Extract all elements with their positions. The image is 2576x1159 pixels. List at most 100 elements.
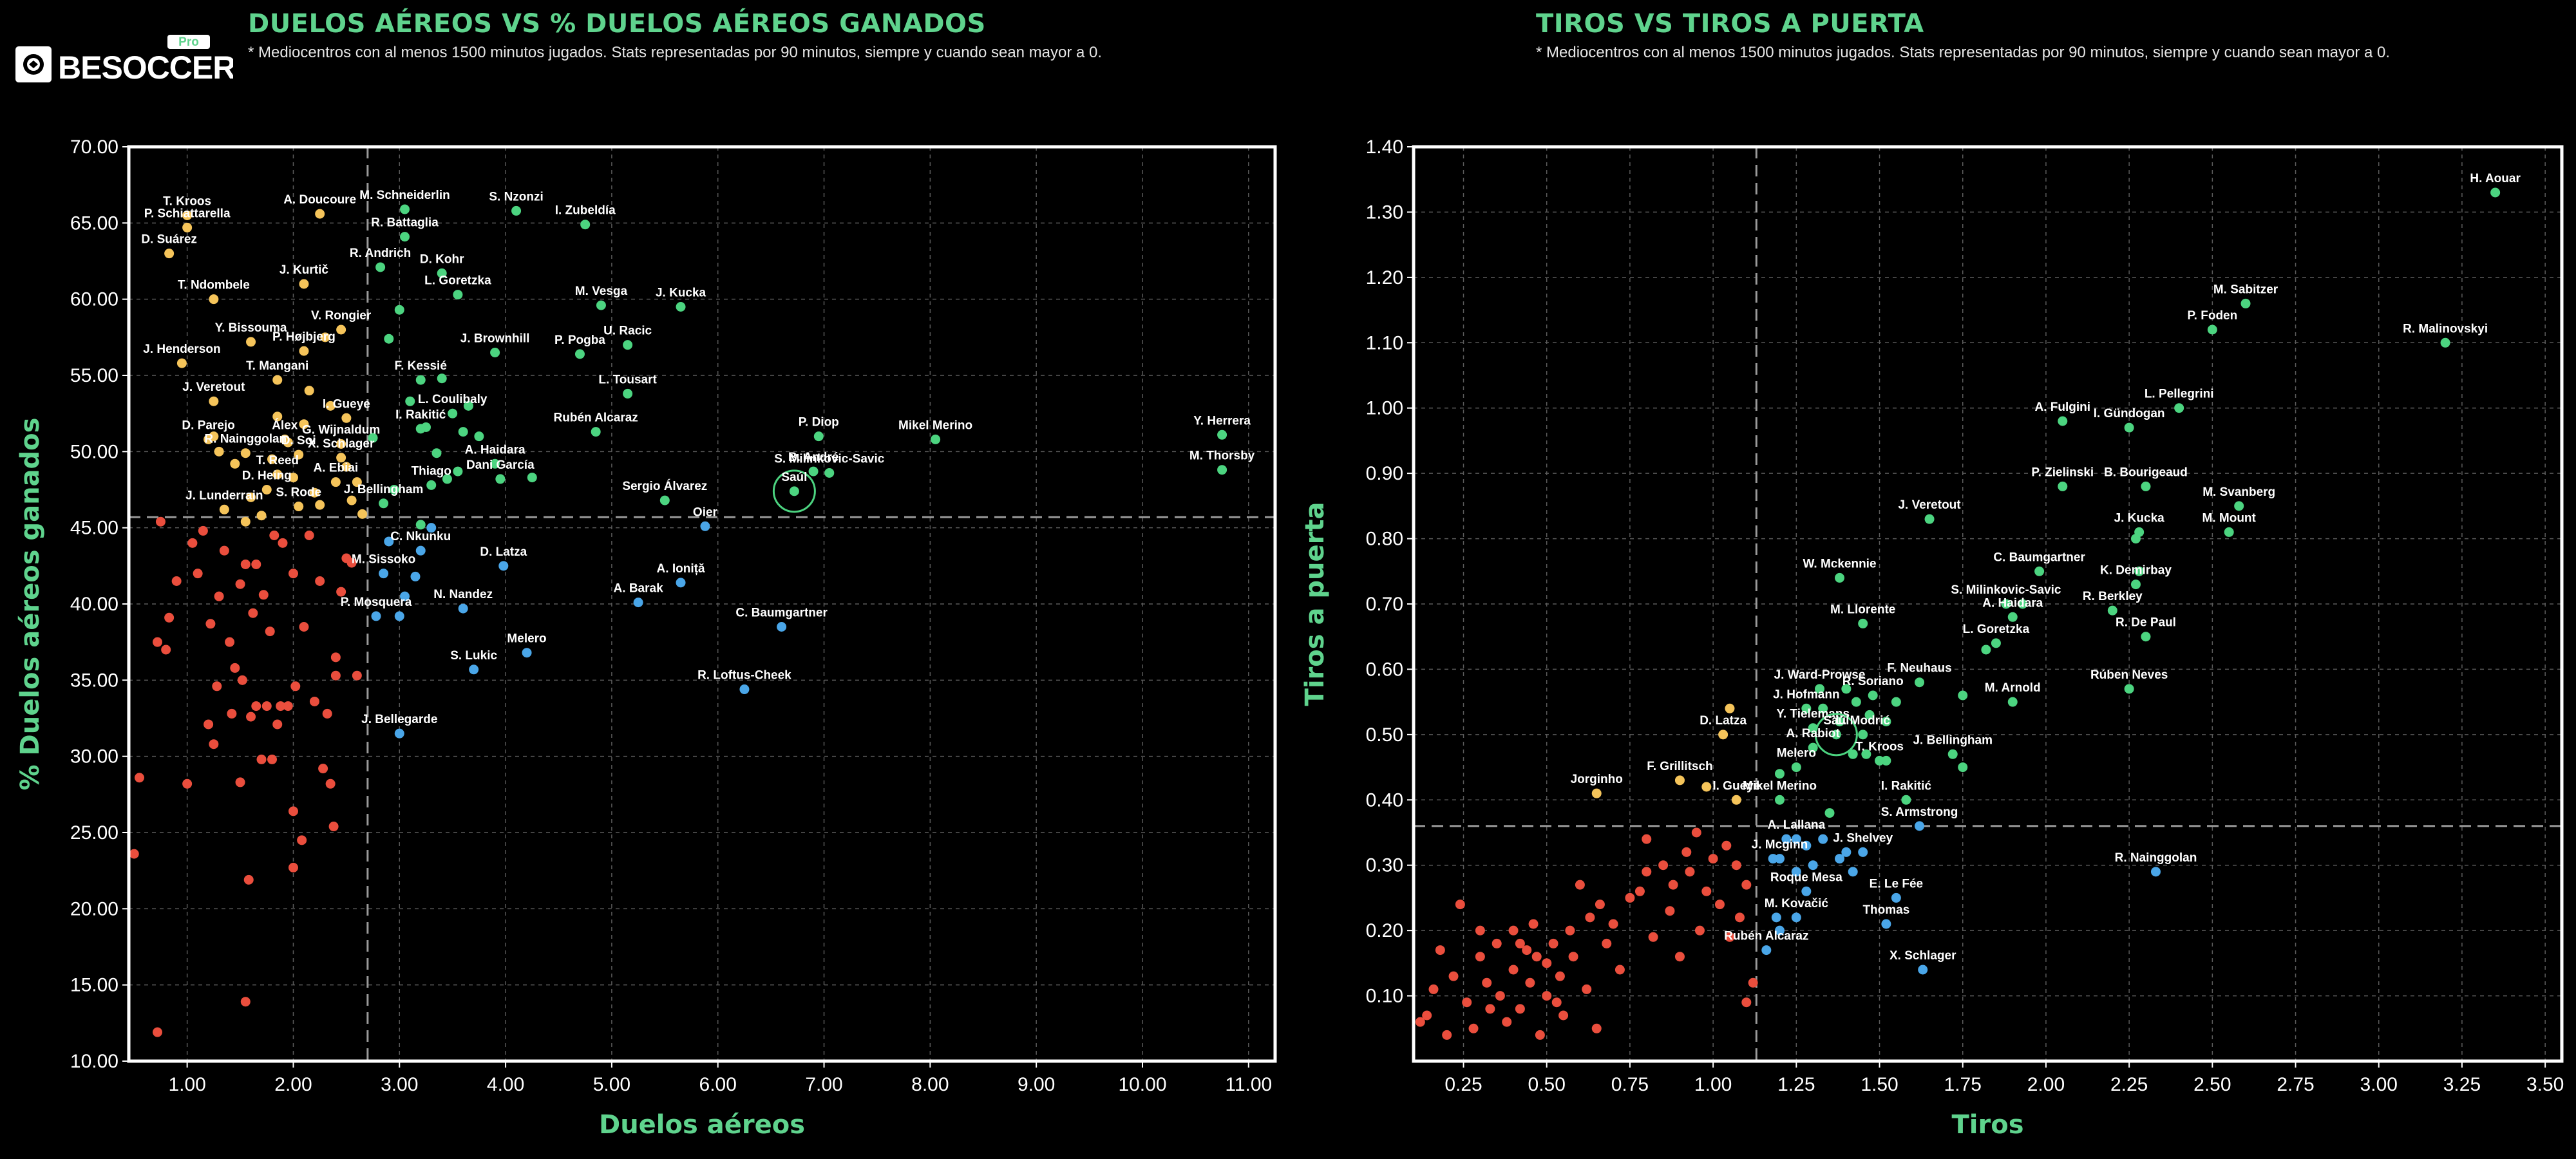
point-label: J. Bellingham (344, 483, 424, 496)
data-point (442, 474, 452, 484)
x-tick-label: 0.25 (1444, 1074, 1482, 1095)
data-point (1634, 886, 1645, 896)
data-point (1668, 880, 1678, 890)
y-tick-label: 55.00 (70, 365, 118, 386)
point-label: Melero (1777, 747, 1816, 760)
data-point (318, 764, 328, 774)
data-point (384, 334, 394, 344)
data-point (379, 498, 389, 509)
data-point (283, 701, 293, 711)
data-point (219, 545, 229, 556)
point-label: Oier (693, 505, 718, 519)
data-point (330, 477, 341, 487)
data-point (267, 454, 277, 464)
data-point (1741, 880, 1752, 890)
data-point (1542, 991, 1552, 1001)
data-point (315, 576, 325, 586)
point-label: I. Rakitić (1881, 779, 1932, 793)
data-point (931, 434, 941, 444)
point-label: L. Tousart (598, 373, 657, 386)
data-point (1591, 788, 1602, 798)
point-label: A. Lallana (1767, 818, 1825, 832)
point-label: S. Milinkovic-Savic (774, 452, 884, 466)
x-tick-label: 2.50 (2193, 1074, 2231, 1095)
point-label: S. Milinkovic-Savic (1951, 583, 2061, 597)
data-point (1851, 697, 1861, 707)
point-label: J. Bellegarde (361, 713, 437, 726)
y-tick-label: 40.00 (70, 594, 118, 615)
data-point (375, 262, 386, 272)
data-point (1585, 912, 1595, 923)
y-tick-label: 10.00 (70, 1051, 118, 1072)
data-point (1565, 925, 1575, 936)
data-point (1991, 638, 2001, 648)
data-point (276, 701, 286, 711)
point-label: M. Thorsby (1189, 449, 1255, 463)
data-point (1815, 684, 1825, 694)
data-point (1831, 730, 1841, 740)
data-point (1864, 710, 1875, 720)
point-label: F. Kessié (395, 359, 447, 373)
data-point (1528, 919, 1539, 929)
point-label: J. Bellingham (1913, 733, 1993, 747)
data-point (299, 622, 309, 632)
point-label: Y. Bissouma (215, 321, 287, 335)
point-label: S. Lukic (450, 649, 497, 663)
chart-1-title: DUELOS AÉREOS VS % DUELOS AÉREOS GANADOS (248, 9, 986, 39)
data-point (1542, 958, 1552, 968)
data-point (2141, 481, 2151, 491)
point-label: X. Schlager (1889, 949, 1956, 963)
data-point (1548, 938, 1558, 948)
data-point (415, 424, 426, 434)
data-point (299, 279, 309, 289)
point-label: Dani García (466, 458, 535, 472)
data-point (1502, 1017, 1512, 1027)
data-point (1721, 840, 1732, 851)
data-point (1515, 938, 1525, 948)
data-point (1901, 795, 1911, 805)
plot-frame (1412, 145, 2564, 1063)
data-point (527, 473, 537, 483)
point-label: D. Parejo (182, 419, 234, 432)
point-label: A. Rabiot (1786, 727, 1840, 740)
data-point (453, 466, 463, 476)
point-label: I. Zubeldía (555, 204, 616, 218)
data-point (676, 578, 686, 588)
data-point (1485, 1004, 1495, 1014)
data-point (330, 652, 341, 663)
data-point (309, 487, 319, 498)
data-point (1734, 912, 1745, 923)
x-tick-label: 3.25 (2443, 1074, 2481, 1095)
data-point (1861, 749, 1871, 759)
data-point (2134, 566, 2145, 576)
data-point (336, 325, 346, 335)
data-point (251, 559, 261, 569)
data-point (1947, 749, 1958, 759)
chart-2-subtitle: * Mediocentros con al menos 1500 minutos… (1536, 44, 2391, 61)
data-point (410, 571, 421, 581)
point-label: V. Rongier (311, 309, 372, 323)
data-point (574, 349, 585, 359)
besoccer-logo: Pro BESOCCER (14, 32, 236, 90)
data-point (278, 538, 288, 548)
data-point (1801, 703, 1812, 713)
data-point (1701, 886, 1712, 896)
point-label: K. Demirbay (2100, 564, 2172, 578)
data-point (246, 492, 256, 502)
data-point (288, 473, 298, 483)
y-tick-label: 60.00 (70, 289, 118, 310)
data-point (426, 523, 437, 533)
data-point (1731, 795, 1741, 805)
data-point (322, 708, 332, 719)
data-point (1608, 919, 1618, 929)
data-point (1708, 854, 1718, 864)
point-label: F. Grillitsch (1647, 760, 1712, 773)
data-point (176, 358, 187, 368)
data-point (214, 591, 224, 601)
data-point (1415, 1017, 1425, 1027)
data-point (1217, 429, 1227, 440)
point-label: M. Kovačić (1765, 897, 1829, 910)
point-label: R. Nainggolan (2115, 851, 2197, 865)
data-point (1718, 730, 1728, 740)
point-label: D. Heing (242, 469, 292, 483)
